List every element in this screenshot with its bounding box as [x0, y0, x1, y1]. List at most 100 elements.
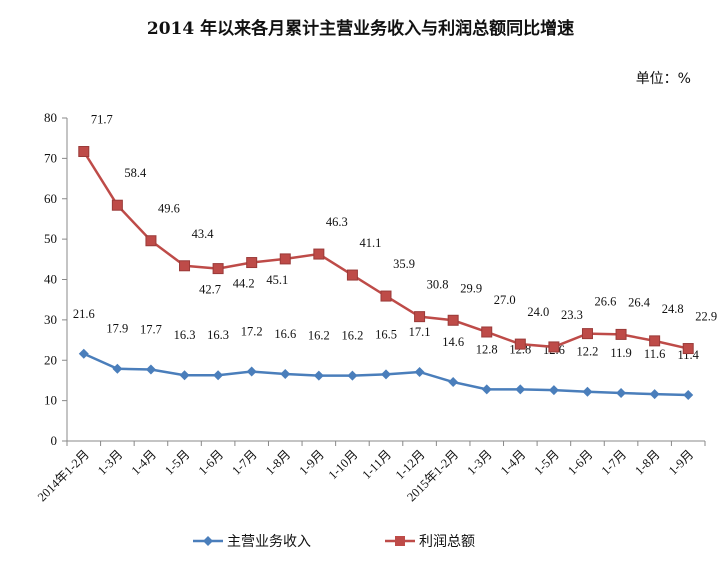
data-point	[381, 369, 391, 380]
data-label: 22.9	[695, 310, 717, 324]
legend-label: 利润总额	[419, 534, 475, 550]
data-point	[179, 260, 191, 272]
y-tick-label: 50	[44, 231, 57, 246]
data-label: 46.3	[326, 215, 348, 229]
x-tick-label: 1-8月	[263, 447, 294, 478]
legend-marker	[395, 536, 405, 546]
data-label: 12.2	[577, 345, 599, 359]
data-label: 26.6	[595, 295, 617, 309]
series-line-2	[82, 150, 689, 350]
legend-label: 主营业务收入	[227, 534, 311, 550]
data-label: 30.8	[427, 278, 449, 292]
data-point	[112, 363, 123, 374]
data-point	[313, 370, 324, 381]
data-point	[481, 326, 493, 338]
data-label: 71.7	[91, 113, 113, 127]
data-point	[246, 366, 257, 377]
y-tick-label: 20	[44, 352, 57, 367]
data-label: 45.1	[266, 273, 288, 287]
unit-label: 单位：%	[635, 71, 691, 87]
y-tick-label: 0	[51, 433, 58, 448]
legend-marker	[203, 536, 213, 546]
data-point	[279, 253, 291, 265]
data-point	[246, 257, 258, 269]
data-label: 29.9	[460, 281, 482, 295]
y-tick-label: 40	[44, 272, 57, 287]
data-label: 26.4	[628, 295, 651, 309]
data-label: 17.1	[409, 325, 431, 339]
data-label: 44.2	[233, 277, 255, 291]
y-tick-label: 70	[44, 150, 57, 165]
data-point	[78, 348, 89, 359]
data-point	[313, 248, 325, 260]
chart-title: 2014 年以来各月累计主营业务收入与利润总额同比增速	[146, 19, 575, 39]
x-tick-label: 1-5月	[162, 447, 193, 478]
data-point	[145, 235, 157, 247]
data-point	[414, 366, 425, 377]
data-point	[514, 338, 526, 350]
data-label: 23.3	[561, 308, 583, 322]
x-tick-label: 1-8月	[632, 447, 663, 478]
data-label: 27.0	[494, 293, 516, 307]
data-label: 16.3	[207, 328, 229, 342]
data-label: 17.9	[106, 322, 128, 336]
x-tick-label: 1-9月	[666, 447, 697, 478]
x-tick-label: 1-3月	[464, 447, 495, 478]
data-point	[649, 335, 661, 347]
x-tick-label: 1-7月	[229, 447, 260, 478]
x-tick-label: 1-7月	[599, 447, 630, 478]
x-tick-label: 1-11月	[360, 447, 395, 482]
data-point	[179, 370, 190, 381]
data-point	[111, 199, 123, 211]
data-label: 16.3	[174, 328, 196, 342]
data-point	[347, 370, 358, 381]
data-point	[145, 364, 156, 375]
y-tick-label: 30	[44, 312, 57, 327]
data-point	[615, 328, 627, 340]
y-tick-label: 80	[44, 110, 57, 125]
data-label: 41.1	[359, 236, 381, 250]
data-label: 16.5	[375, 327, 397, 341]
data-label: 14.6	[442, 335, 464, 349]
data-label: 58.4	[124, 166, 147, 180]
data-point	[481, 384, 492, 395]
data-label: 17.2	[241, 325, 263, 339]
data-point	[213, 370, 224, 381]
data-label: 11.9	[610, 346, 631, 360]
data-label: 16.2	[341, 329, 363, 343]
data-label: 49.6	[158, 202, 180, 216]
data-point	[515, 384, 526, 395]
data-label: 12.8	[476, 342, 498, 356]
data-point	[548, 385, 559, 396]
data-label: 24.0	[527, 305, 549, 319]
data-point	[280, 368, 291, 379]
data-point	[414, 311, 426, 323]
data-label: 17.7	[140, 323, 162, 337]
data-point	[78, 146, 90, 158]
data-label: 16.2	[308, 329, 330, 343]
data-label: 35.9	[393, 257, 415, 271]
data-label: 11.6	[644, 347, 665, 361]
data-point	[581, 328, 593, 340]
data-point	[616, 387, 627, 398]
x-tick-label: 1-3月	[95, 447, 126, 478]
x-tick-label: 1-5月	[531, 447, 562, 478]
x-tick-label: 1-4月	[129, 447, 160, 478]
data-point	[447, 314, 459, 326]
x-tick-label: 1-9月	[296, 447, 327, 478]
y-tick-label: 10	[44, 393, 57, 408]
data-point	[683, 389, 694, 400]
data-point	[682, 343, 694, 355]
data-label: 24.8	[662, 302, 684, 316]
data-label: 42.7	[199, 283, 221, 297]
x-tick-label: 1-6月	[196, 447, 227, 478]
data-point	[212, 263, 224, 275]
x-tick-label: 1-10月	[326, 447, 361, 482]
data-label: 43.4	[192, 227, 215, 241]
y-tick-label: 60	[44, 191, 57, 206]
data-point	[448, 377, 459, 388]
data-point	[346, 269, 358, 281]
data-label: 16.6	[274, 327, 296, 341]
data-point	[582, 386, 593, 397]
